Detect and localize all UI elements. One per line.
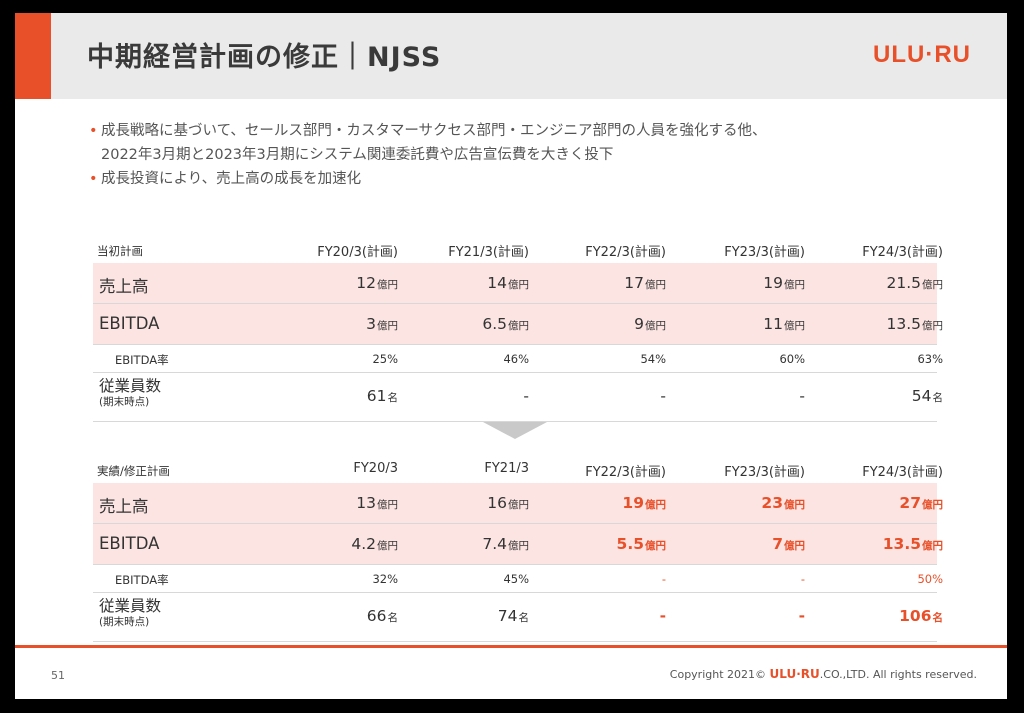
table-label: 実績/修正計画 xyxy=(97,464,170,478)
cell: 63% xyxy=(917,352,943,366)
table-row-ebitda-rate: EBITDA率 32% 45% - - 50% xyxy=(93,565,943,593)
table-row-ebitda: EBITDA 3億円 6.5億円 9億円 11億円 13.5億円 xyxy=(93,304,943,345)
cell: 61名 xyxy=(366,387,398,405)
table-header: 当初計画 FY20/3(計画) FY21/3(計画) FY22/3(計画) FY… xyxy=(93,233,943,263)
cell: 66名 xyxy=(366,607,398,625)
cell: 7.4億円 xyxy=(482,535,529,553)
cell: 25% xyxy=(372,352,398,366)
accent-bar xyxy=(15,13,51,99)
cell: 16億円 xyxy=(487,494,529,512)
cell: - xyxy=(798,607,805,625)
table-row-ebitda: EBITDA 4.2億円 7.4億円 5.5億円 7億円 13.5億円 xyxy=(93,524,943,565)
bullet-text: 成長投資により、売上高の成長を加速化 xyxy=(101,171,362,187)
bullet-text-continued: 2022年3月期と2023年3月期にシステム関連委託費や広告宣伝費を大きく投下 xyxy=(101,147,614,163)
cell: - xyxy=(800,572,805,586)
column-header: FY22/3(計画) xyxy=(585,245,666,260)
row-label: 売上高 xyxy=(99,497,149,516)
cell: 4.2億円 xyxy=(351,535,398,553)
cell: 50% xyxy=(917,572,943,586)
footer-logo: ULU·RU xyxy=(769,667,820,681)
cell: 9億円 xyxy=(634,315,666,333)
row-label: 売上高 xyxy=(99,277,149,296)
cell: 5.5億円 xyxy=(616,535,666,553)
cell: 60% xyxy=(779,352,805,366)
cell: 12億円 xyxy=(356,274,398,292)
cell: 19億円 xyxy=(622,494,666,512)
row-label: EBITDA xyxy=(99,314,160,333)
column-header: FY23/3(計画) xyxy=(724,465,805,480)
cell: 106名 xyxy=(899,607,943,625)
row-label: 従業員数 (期末時点) xyxy=(99,597,162,629)
column-header: FY21/3(計画) xyxy=(448,245,529,260)
column-header: FY24/3(計画) xyxy=(862,245,943,260)
slide-title: 中期経営計画の修正｜NJSS xyxy=(87,42,442,73)
column-header: FY21/3 xyxy=(484,461,529,476)
table-row-sales: 売上高 12億円 14億円 17億円 19億円 21.5億円 xyxy=(93,263,943,304)
cell: 19億円 xyxy=(763,274,805,292)
cell: 13.5億円 xyxy=(882,535,943,553)
cell: - xyxy=(799,387,805,405)
original-plan-table: 当初計画 FY20/3(計画) FY21/3(計画) FY22/3(計画) FY… xyxy=(93,233,943,422)
cell: 23億円 xyxy=(761,494,805,512)
cell: 17億円 xyxy=(624,274,666,292)
bullet-item: • 成長投資により、売上高の成長を加速化 xyxy=(89,171,362,187)
cell: 13.5億円 xyxy=(886,315,943,333)
cell: 11億円 xyxy=(763,315,805,333)
cell: 54% xyxy=(640,352,666,366)
cell: 7億円 xyxy=(772,535,805,553)
cell: - xyxy=(660,387,666,405)
cell: - xyxy=(523,387,529,405)
column-header: FY22/3(計画) xyxy=(585,465,666,480)
row-label: EBITDA率 xyxy=(115,573,169,587)
column-header: FY20/3 xyxy=(353,461,398,476)
cell: 27億円 xyxy=(899,494,943,512)
cell: 3億円 xyxy=(366,315,398,333)
table-row-sales: 売上高 13億円 16億円 19億円 23億円 27億円 xyxy=(93,483,943,524)
cell: 32% xyxy=(372,572,398,586)
page-number: 51 xyxy=(51,669,65,682)
cell: 45% xyxy=(503,572,529,586)
cell: 54名 xyxy=(911,387,943,405)
cell: 14億円 xyxy=(487,274,529,292)
copyright: Copyright 2021© ULU·RU.CO.,LTD. All righ… xyxy=(669,667,977,681)
bullet-item: • 成長戦略に基づいて、セールス部門・カスタマーサクセス部門・エンジニア部門の人員… xyxy=(89,123,767,139)
cell: - xyxy=(659,607,666,625)
cell: 46% xyxy=(503,352,529,366)
column-header: FY23/3(計画) xyxy=(724,245,805,260)
table-label: 当初計画 xyxy=(97,244,143,258)
slide-header: 中期経営計画の修正｜NJSS ULU·RU xyxy=(15,13,1007,99)
uluru-logo: ULU·RU xyxy=(873,41,971,68)
slide: 中期経営計画の修正｜NJSS ULU·RU • 成長戦略に基づいて、セールス部門・… xyxy=(15,13,1007,699)
bullet-text: 成長戦略に基づいて、セールス部門・カスタマーサクセス部門・エンジニア部門の人員を… xyxy=(101,123,767,139)
column-header: FY24/3(計画) xyxy=(862,465,943,480)
table-row-employees: 従業員数 (期末時点) 66名 74名 - - 106名 xyxy=(93,593,943,642)
row-label: EBITDA率 xyxy=(115,353,169,367)
cell: 21.5億円 xyxy=(886,274,943,292)
cell: 6.5億円 xyxy=(482,315,529,333)
column-header: FY20/3(計画) xyxy=(317,245,398,260)
table-row-ebitda-rate: EBITDA率 25% 46% 54% 60% 63% xyxy=(93,345,943,373)
footer-divider xyxy=(15,645,1007,648)
row-label: EBITDA xyxy=(99,534,160,553)
bullet-list: • 成長戦略に基づいて、セールス部門・カスタマーサクセス部門・エンジニア部門の人員… xyxy=(89,119,767,191)
table-header: 実績/修正計画 FY20/3 FY21/3 FY22/3(計画) FY23/3(… xyxy=(93,453,943,483)
revised-plan-table: 実績/修正計画 FY20/3 FY21/3 FY22/3(計画) FY23/3(… xyxy=(93,453,943,642)
row-label: 従業員数 (期末時点) xyxy=(99,377,162,409)
down-arrow-icon xyxy=(483,422,547,439)
cell: - xyxy=(661,572,666,586)
table-row-employees: 従業員数 (期末時点) 61名 - - - 54名 xyxy=(93,373,943,422)
cell: 13億円 xyxy=(356,494,398,512)
cell: 74名 xyxy=(497,607,529,625)
